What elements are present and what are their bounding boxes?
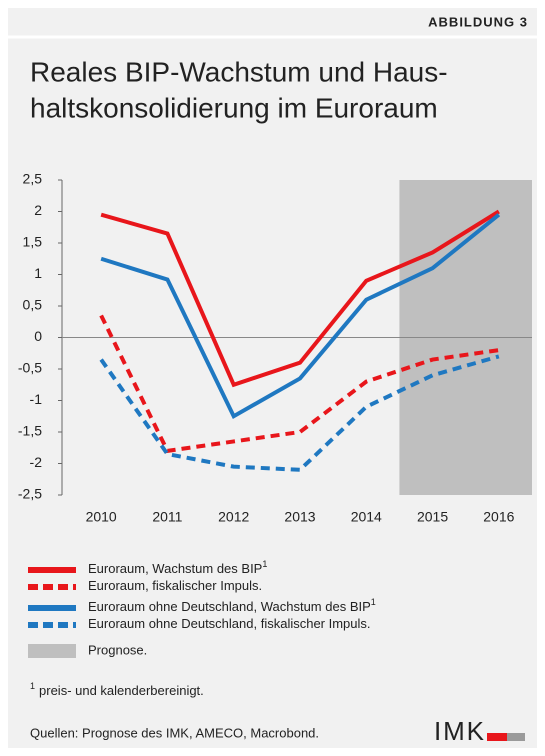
footnote-marker: 1 — [30, 681, 35, 691]
y-tick-label: 2,5 — [23, 171, 43, 187]
header: ABBILDUNG 3 — [428, 14, 528, 29]
legend-name: Euroraum, fiskalischer Impuls. — [88, 578, 262, 593]
source: Quellen: Prognose des IMK, AMECO, Macrob… — [30, 725, 319, 740]
x-tick-label: 2015 — [417, 509, 448, 525]
legend-label: Euroraum ohne Deutschland, Wachstum des … — [88, 597, 376, 614]
y-tick-label: 0 — [34, 328, 42, 344]
legend-swatch — [28, 644, 76, 658]
x-tick-label: 2016 — [483, 509, 514, 525]
legend-note: 1 — [371, 597, 376, 607]
legend-note: 1 — [262, 559, 267, 569]
chart-title: haltskonsolidierung im Euroraum — [30, 92, 438, 123]
x-tick-label: 2014 — [351, 509, 382, 525]
y-tick-label: -1,5 — [18, 423, 42, 439]
legend-name: Euroraum ohne Deutschland, fiskalischer … — [88, 616, 371, 631]
legend-label: Euroraum, fiskalischer Impuls. — [88, 578, 262, 593]
y-tick-label: -0,5 — [18, 360, 42, 376]
y-tick-label: -2,5 — [18, 486, 42, 502]
legend-name: Euroraum ohne Deutschland, Wachstum des … — [88, 599, 371, 614]
legend-name: Euroraum, Wachstum des BIP — [88, 561, 262, 576]
logo-bar — [507, 733, 525, 741]
legend-label: Euroraum, Wachstum des BIP1 — [88, 559, 267, 576]
footnote-text: preis- und kalenderbereinigt. — [39, 683, 204, 698]
logo-bar — [487, 733, 507, 741]
y-tick-label: 1,5 — [23, 234, 43, 250]
y-tick-label: -1 — [30, 391, 43, 407]
y-tick-label: -2 — [30, 454, 43, 470]
x-tick-label: 2012 — [218, 509, 249, 525]
legend-label: Prognose. — [88, 642, 147, 657]
x-tick-label: 2011 — [152, 509, 182, 525]
logo: IMK — [434, 716, 485, 746]
x-tick-label: 2013 — [284, 509, 315, 525]
y-tick-label: 1 — [34, 265, 42, 281]
chart-title: Reales BIP-Wachstum und Haus- — [30, 56, 448, 87]
series-line — [100, 213, 501, 420]
y-tick-label: 0,5 — [23, 297, 43, 313]
series-line — [100, 209, 500, 388]
y-tick-label: 2 — [34, 202, 42, 218]
footnote: 1 preis- und kalenderbereinigt. — [30, 681, 204, 698]
legend-label: Euroraum ohne Deutschland, fiskalischer … — [88, 616, 371, 631]
x-tick-label: 2010 — [86, 509, 117, 525]
